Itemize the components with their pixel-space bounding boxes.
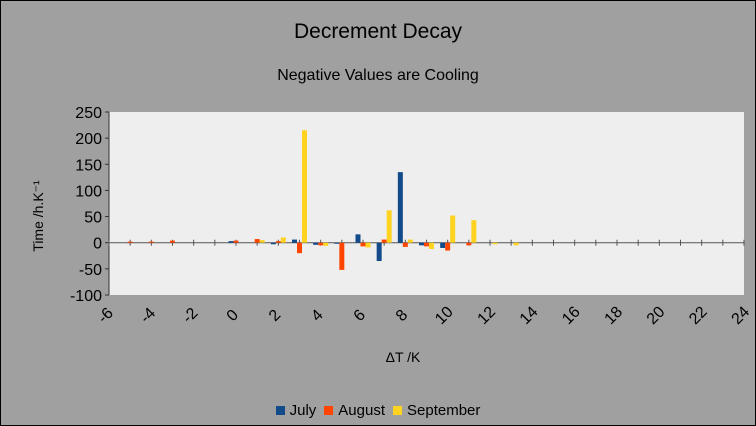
bar-august bbox=[424, 242, 429, 247]
bar-july bbox=[397, 172, 403, 243]
x-tick-label: 4 bbox=[308, 307, 326, 325]
x-tick-label: 12 bbox=[475, 303, 500, 328]
bar-september bbox=[323, 242, 329, 246]
legend-item-september: September bbox=[393, 402, 480, 419]
bar-august bbox=[148, 241, 154, 243]
legend-item-august: August bbox=[324, 402, 385, 419]
x-tick-label: 24 bbox=[729, 303, 754, 328]
bar-july bbox=[334, 242, 340, 244]
bar-september bbox=[471, 220, 477, 243]
bar-september bbox=[513, 242, 519, 246]
bar-august bbox=[360, 242, 366, 247]
bar-august bbox=[127, 241, 133, 243]
y-tick-label: 100 bbox=[75, 183, 102, 200]
bar-august bbox=[275, 241, 281, 243]
x-tick-label: -4 bbox=[137, 305, 159, 327]
bar-august bbox=[445, 242, 451, 251]
x-tick-label: -6 bbox=[95, 305, 117, 327]
bar-august bbox=[254, 239, 260, 243]
legend-label: August bbox=[338, 402, 385, 419]
y-tick-label: 50 bbox=[84, 210, 102, 227]
bar-august bbox=[339, 242, 345, 270]
bar-september bbox=[280, 237, 286, 243]
y-tick-label: 250 bbox=[75, 105, 102, 122]
x-tick-label: 14 bbox=[517, 303, 542, 328]
bar-august bbox=[233, 240, 239, 243]
x-tick-label: 0 bbox=[224, 307, 242, 325]
bar-july bbox=[228, 241, 234, 243]
legend-label: September bbox=[407, 402, 481, 419]
y-tick-label: 150 bbox=[75, 157, 102, 174]
bar-september bbox=[450, 215, 456, 243]
bar-july bbox=[355, 234, 361, 243]
y-tick-label: -100 bbox=[70, 288, 102, 305]
x-tick-label: 18 bbox=[602, 303, 627, 328]
legend-item-july: July bbox=[275, 402, 317, 419]
bar-september bbox=[407, 239, 413, 243]
legend-swatch bbox=[275, 406, 285, 415]
x-tick-label: -2 bbox=[179, 305, 201, 327]
y-tick-label: 200 bbox=[75, 131, 102, 148]
bar-july bbox=[292, 239, 297, 243]
y-axis-title: Time /h.K⁻¹ bbox=[30, 180, 46, 252]
chart-subtitle: Negative Values are Cooling bbox=[277, 67, 479, 84]
x-axis-title: ΔT /K bbox=[386, 349, 421, 365]
x-tick-label: 10 bbox=[432, 303, 457, 328]
legend-swatch bbox=[393, 406, 402, 415]
bar-september bbox=[492, 242, 498, 245]
bar-september bbox=[386, 210, 392, 243]
bar-september bbox=[365, 242, 371, 248]
bar-july bbox=[440, 242, 446, 248]
x-tick-label: 8 bbox=[393, 307, 411, 325]
plot-area bbox=[109, 112, 744, 295]
chart-title: Decrement Decay bbox=[293, 20, 463, 43]
x-tick-label: 2 bbox=[266, 307, 284, 325]
bar-july bbox=[419, 242, 424, 246]
legend-swatch bbox=[324, 406, 334, 415]
legend-label: July bbox=[289, 402, 317, 419]
bar-august bbox=[318, 242, 324, 246]
x-tick-label: 22 bbox=[686, 303, 711, 328]
y-tick-label: 0 bbox=[93, 236, 102, 253]
bar-september bbox=[429, 242, 434, 249]
x-tick-label: 16 bbox=[559, 303, 584, 328]
x-tick-label: 6 bbox=[351, 307, 369, 325]
bar-august bbox=[381, 239, 387, 243]
bar-july bbox=[270, 242, 276, 245]
bar-july bbox=[313, 242, 319, 245]
bar-september bbox=[302, 130, 307, 243]
x-tick-label: 20 bbox=[644, 303, 669, 328]
bar-august bbox=[466, 242, 472, 246]
bar-august bbox=[402, 242, 408, 247]
bar-august bbox=[297, 242, 302, 254]
bar-august bbox=[170, 240, 175, 243]
y-tick-label: -50 bbox=[79, 262, 102, 279]
bar-september bbox=[259, 240, 265, 243]
chart-legend: July August September bbox=[1, 402, 755, 419]
bar-july bbox=[376, 242, 382, 262]
